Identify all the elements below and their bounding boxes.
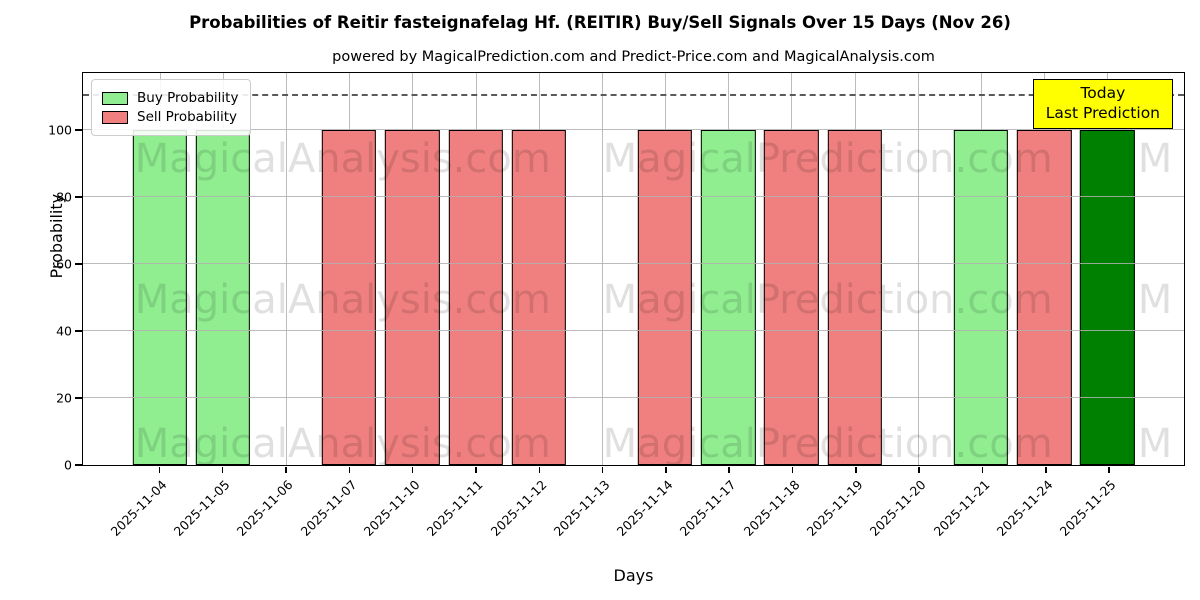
bar-slot (760, 73, 823, 465)
x-tick-slot: 2025-11-04 (107, 467, 190, 567)
y-tick-label: 40 (56, 323, 72, 339)
sell-swatch (102, 110, 128, 124)
bar-slot (254, 73, 317, 465)
legend-item-sell: Sell Probability (102, 109, 238, 125)
x-tick-mark (348, 467, 351, 473)
threshold-dashed-line (83, 94, 1184, 97)
bar-slot (191, 73, 254, 465)
y-tick-label: 0 (64, 457, 72, 473)
x-tick-mark (285, 467, 287, 473)
legend-sell-label: Sell Probability (137, 109, 238, 125)
bar-slot (381, 73, 444, 465)
bar-sell (637, 129, 693, 465)
y-tick-mark (75, 397, 83, 399)
bar-buy (953, 129, 1009, 465)
bar-buy (132, 129, 187, 465)
y-tick-label: 60 (56, 256, 72, 272)
x-tick-slot: 2025-11-11 (424, 467, 507, 567)
bar-slot (634, 73, 697, 465)
y-tick-label: 80 (56, 189, 72, 205)
y-tick-mark (75, 129, 83, 131)
x-tick-slot: 2025-11-21 (930, 467, 1013, 567)
x-tick-mark (1045, 467, 1047, 473)
bar-slot (507, 73, 570, 465)
vertical-gridline (601, 73, 603, 465)
bar-slot (1076, 73, 1139, 465)
x-tick-slot: 2025-11-14 (614, 467, 697, 567)
bar-slot (823, 73, 886, 465)
x-tick-mark (728, 467, 730, 473)
bar-slot (886, 73, 949, 465)
x-tick-mark (981, 467, 984, 473)
y-tick-mark (75, 263, 83, 265)
x-tick-slot: 2025-11-18 (740, 467, 823, 567)
x-tick-slot: 2025-11-10 (361, 467, 443, 567)
x-tick-mark (158, 467, 161, 473)
bar-sell (511, 129, 566, 465)
y-axis-title: Probability (46, 193, 66, 279)
x-tick-mark (538, 467, 541, 473)
bar-slot (444, 73, 507, 465)
x-tick-slot: 2025-11-17 (677, 467, 760, 567)
vertical-gridline (285, 73, 287, 465)
x-tick-slot: 2025-11-25 (1057, 467, 1140, 567)
y-tick-mark (75, 464, 83, 466)
bar-sell (321, 129, 377, 465)
x-tick-mark (601, 467, 604, 473)
legend: Buy Probability Sell Probability (91, 79, 252, 136)
buy-swatch (102, 91, 128, 105)
bar-sell (1017, 129, 1072, 465)
vertical-gridline (917, 73, 919, 465)
x-tick-mark (791, 467, 794, 473)
bars-layer (83, 73, 1184, 465)
x-tick-mark (475, 467, 477, 473)
plot-area: MagicalAnalysis.comMagicalPrediction.com… (48, 72, 1185, 473)
x-axis-ticks: 2025-11-04 2025-11-05 2025-11-06 2025-11-07… (82, 467, 1185, 567)
bar-slot (128, 73, 191, 465)
y-tick-label: 20 (56, 390, 72, 406)
bar-buy (195, 129, 250, 465)
bar-slot (697, 73, 760, 465)
chart-subtitle: powered by MagicalPrediction.com and Pre… (332, 49, 935, 65)
bar-slot (949, 73, 1012, 465)
today-annotation-line1: Today (1080, 84, 1126, 102)
x-tick-mark (918, 467, 920, 473)
x-tick-mark (855, 467, 857, 473)
bar-last (1080, 129, 1135, 465)
x-tick-mark (411, 467, 414, 473)
x-tick-slot: 2025-11-13 (550, 467, 633, 567)
y-tick-label: 100 (48, 122, 72, 138)
x-tick-label: 2025-11-04 (107, 477, 170, 539)
y-tick-mark (75, 330, 83, 332)
today-annotation-line2: Last Prediction (1045, 104, 1160, 123)
bar-sell (448, 129, 503, 465)
x-tick-slot: 2025-11-06 (234, 467, 317, 567)
x-tick-slot: 2025-11-24 (994, 467, 1076, 567)
bar-sell (764, 129, 819, 465)
x-tick-slot: 2025-11-05 (171, 467, 253, 567)
bar-sell (385, 129, 440, 465)
x-axis-title: Days (613, 566, 654, 585)
today-annotation: Today Last Prediction (1032, 79, 1173, 130)
bar-sell (827, 129, 882, 465)
legend-buy-label: Buy Probability (137, 90, 239, 106)
bar-slot (318, 73, 381, 465)
chart-title: Probabilities of Reitir fasteignafelag H… (189, 13, 1011, 32)
x-tick-slot: 2025-11-07 (297, 467, 380, 567)
x-tick-mark (665, 467, 667, 473)
bar-slot (1013, 73, 1076, 465)
x-tick-slot: 2025-11-19 (804, 467, 886, 567)
x-tick-slot: 2025-11-12 (487, 467, 570, 567)
bar-buy (701, 129, 756, 465)
x-tick-mark (221, 467, 224, 473)
y-tick-mark (75, 196, 83, 198)
bar-slot (570, 73, 633, 465)
x-tick-slot: 2025-11-20 (867, 467, 950, 567)
legend-item-buy: Buy Probability (102, 90, 238, 106)
x-tick-mark (1108, 467, 1110, 473)
